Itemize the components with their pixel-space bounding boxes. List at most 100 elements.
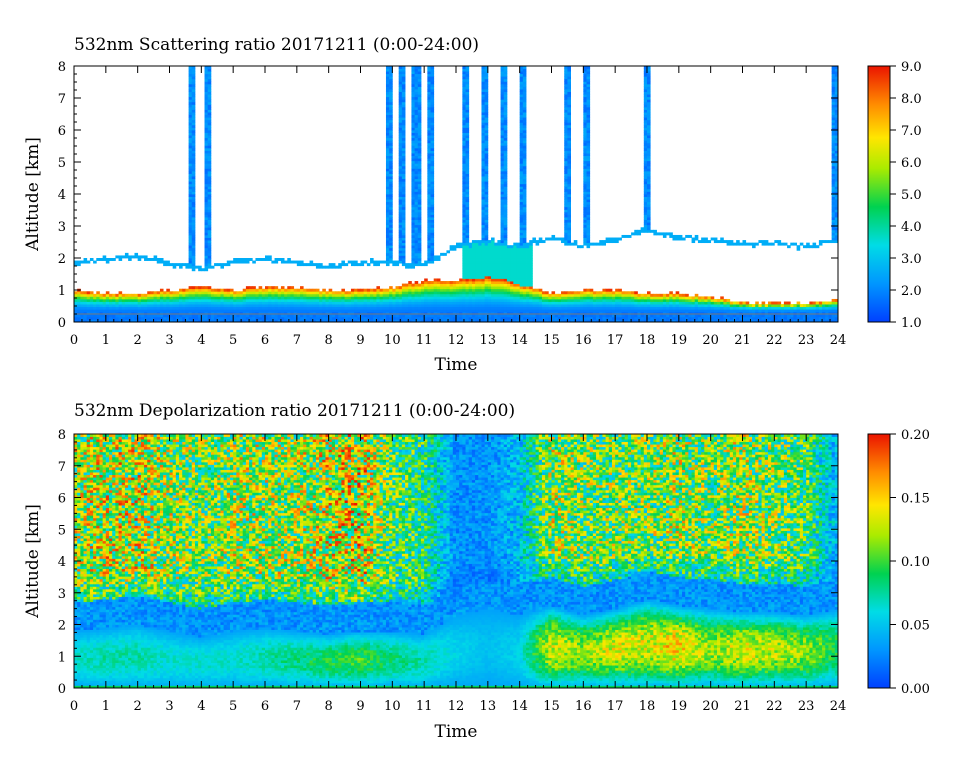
heatmap-cell [510, 273, 514, 276]
heatmap-cell [364, 309, 368, 312]
heatmap-cell [205, 212, 209, 215]
heatmap-cell [462, 291, 466, 294]
heatmap-cell [466, 245, 470, 248]
heatmap-cell [523, 81, 527, 84]
heatmap-cell [392, 299, 396, 302]
heatmap-cell [424, 286, 428, 289]
heatmap-cell [456, 286, 460, 289]
heatmap-cell [182, 314, 186, 317]
heatmap-cell [513, 253, 517, 256]
heatmap-cell [402, 99, 406, 102]
heatmap-cell [399, 253, 403, 256]
heatmap-cell [325, 291, 329, 294]
heatmap-cell [481, 86, 485, 89]
heatmap-cell [160, 261, 164, 264]
heatmap-cell [571, 294, 575, 297]
heatmap-cell [516, 243, 520, 246]
heatmap-cell [399, 145, 403, 148]
heatmap-cell [411, 214, 415, 217]
heatmap-cell [526, 266, 530, 269]
heatmap-cell [278, 307, 282, 310]
heatmap-cell [338, 291, 342, 294]
heatmap-cell [453, 286, 457, 289]
heatmap-cell [644, 299, 648, 302]
heatmap-cell [364, 294, 368, 297]
heatmap-cell [399, 81, 403, 84]
heatmap-cell [93, 309, 97, 312]
heatmap-cell [157, 317, 161, 320]
heatmap-cell [520, 168, 524, 171]
heatmap-cell [523, 245, 527, 248]
heatmap-cell [462, 261, 466, 264]
heatmap-cell [485, 266, 489, 269]
heatmap-cell [504, 191, 508, 194]
heatmap-cell [427, 99, 431, 102]
heatmap-cell [513, 248, 517, 251]
heatmap-cell [189, 317, 193, 320]
heatmap-cell [290, 286, 294, 289]
heatmap-cell [625, 302, 629, 305]
heatmap-cell [386, 243, 390, 246]
heatmap-cell [485, 163, 489, 166]
heatmap-cell [396, 302, 400, 305]
heatmap-cell [504, 227, 508, 230]
heatmap-cell [252, 296, 256, 299]
heatmap-cell [265, 304, 269, 307]
heatmap-cell [523, 138, 527, 141]
heatmap-cell [313, 296, 317, 299]
heatmap-cell [494, 302, 498, 305]
heatmap-cell [657, 299, 661, 302]
heatmap-cell [536, 296, 540, 299]
heatmap-cell [529, 317, 533, 320]
heatmap-cell [501, 184, 505, 187]
heatmap-cell [246, 289, 250, 292]
heatmap-cell [421, 296, 425, 299]
heatmap-cell [278, 302, 282, 305]
heatmap-cell [504, 261, 508, 264]
heatmap-cell [583, 161, 587, 164]
heatmap-cell [583, 122, 587, 125]
heatmap-cell [485, 176, 489, 179]
heatmap-cell [386, 79, 390, 82]
heatmap-cell [386, 253, 390, 256]
heatmap-cell [208, 143, 212, 146]
heatmap-cell [138, 296, 142, 299]
heatmap-cell [192, 163, 196, 166]
heatmap-cell [316, 266, 320, 269]
heatmap-cell [115, 302, 119, 305]
heatmap-cell [523, 307, 527, 310]
heatmap-cell [564, 112, 568, 115]
heatmap-cell [501, 289, 505, 292]
heatmap-cell [564, 135, 568, 138]
heatmap-cell [580, 245, 584, 248]
heatmap-cell [513, 266, 517, 269]
heatmap-cell [520, 294, 524, 297]
heatmap-cell [192, 115, 196, 118]
heatmap-cell [427, 209, 431, 212]
heatmap-cell [399, 204, 403, 207]
heatmap-cell [166, 304, 170, 307]
heatmap-cell [233, 258, 237, 261]
heatmap-cell [587, 117, 591, 120]
heatmap-cell [501, 191, 505, 194]
heatmap-cell [564, 209, 568, 212]
heatmap-cell [163, 314, 167, 317]
heatmap-cell [77, 307, 81, 310]
heatmap-cell [205, 89, 209, 92]
heatmap-cell [481, 69, 485, 72]
heatmap-cell [208, 158, 212, 161]
heatmap-cell [446, 302, 450, 305]
heatmap-cell [523, 296, 527, 299]
heatmap-cell [462, 255, 466, 258]
heatmap-cell [481, 263, 485, 266]
heatmap-cell [516, 286, 520, 289]
heatmap-cell [179, 314, 183, 317]
heatmap-cell [427, 248, 431, 251]
heatmap-cell [631, 314, 635, 317]
heatmap-cell [268, 255, 272, 258]
heatmap-cell [472, 299, 476, 302]
heatmap-cell [310, 291, 314, 294]
heatmap-cell [103, 302, 107, 305]
heatmap-cell [427, 112, 431, 115]
heatmap-cell [481, 212, 485, 215]
